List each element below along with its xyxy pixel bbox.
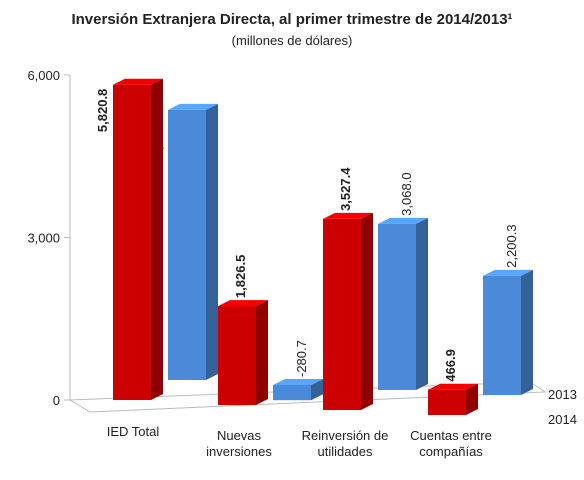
bar: [428, 383, 478, 415]
bar-face: [361, 212, 373, 410]
bar-face: [273, 379, 323, 385]
bar-face: [168, 103, 218, 110]
bar-face: [323, 218, 361, 410]
bar-face: [416, 217, 428, 390]
data-label: 3,527.4: [338, 167, 353, 211]
bar-face: [521, 269, 533, 395]
bar-face: [428, 389, 466, 415]
x-tick-label: Reinversión de utilidades: [301, 428, 389, 459]
data-label: 5,820.8: [95, 89, 110, 132]
y-tick-label: 3,000: [27, 231, 60, 246]
bar: [113, 78, 163, 400]
bar-face: [378, 217, 428, 224]
data-label: 1,826.5: [233, 255, 248, 298]
bar-face: [113, 84, 151, 400]
x-tick-label: IED Total: [106, 424, 160, 439]
bar: [378, 217, 428, 390]
legend-label: 2013: [548, 387, 577, 402]
bar: [483, 269, 533, 395]
bar-face: [256, 300, 268, 405]
bar-face: [483, 275, 521, 395]
x-tick-label: Nuevas inversiones: [206, 428, 272, 459]
bar-face: [311, 379, 323, 401]
bar-face: [378, 223, 416, 390]
bar-face: [113, 78, 163, 85]
bar-face: [483, 269, 533, 276]
floor: [69, 381, 547, 413]
bar-face: [206, 103, 218, 380]
bar-face: [323, 212, 373, 219]
bar: [273, 379, 323, 401]
y-tick-label: 6,000: [27, 68, 60, 83]
bar-face: [218, 300, 268, 307]
chart-title: Inversión Extranjera Directa, al primer …: [71, 11, 512, 28]
x-tick-label: Cuentas entre compañías: [410, 428, 492, 459]
legend-label: 2014: [548, 412, 577, 427]
bar: [218, 300, 268, 405]
bar-face: [466, 383, 478, 415]
y-tick-label: 0: [53, 393, 60, 408]
data-label: -280.7: [294, 340, 309, 377]
bar-face: [151, 78, 163, 400]
bar: [168, 103, 218, 380]
chart-subtitle: (millones de dólares): [232, 33, 353, 48]
bar: [323, 212, 373, 410]
bar-face: [168, 109, 206, 380]
bar-face: [273, 385, 311, 401]
bar-face: [428, 383, 478, 390]
data-label: 2,200.3: [504, 224, 519, 267]
bar-face: [218, 306, 256, 405]
data-label: 3,068.0: [399, 172, 414, 215]
data-label: 466.9: [443, 349, 458, 382]
